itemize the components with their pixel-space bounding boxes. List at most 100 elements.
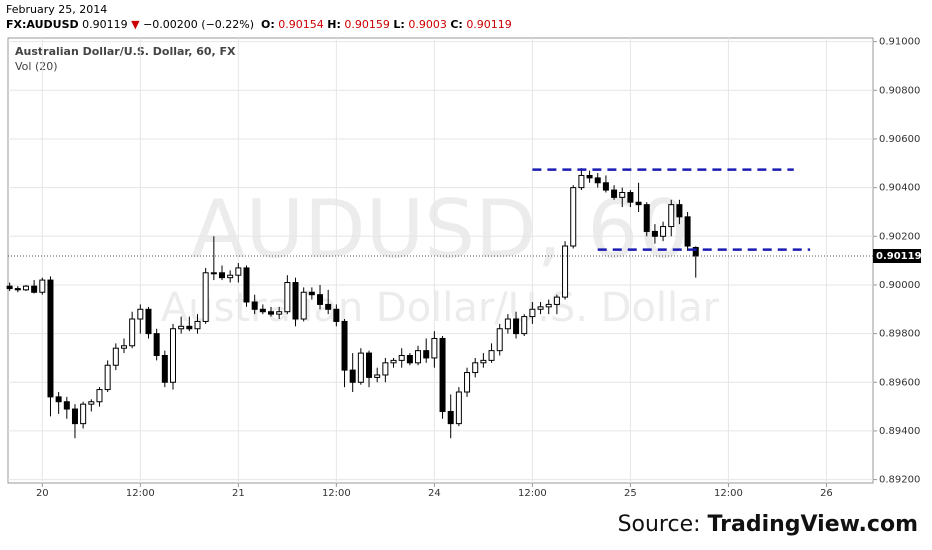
candle-body [374, 374, 381, 378]
candle-body [31, 285, 38, 293]
candle-body [276, 311, 283, 315]
candle-body [480, 359, 487, 364]
candle-body [178, 325, 185, 330]
candle-body [96, 389, 103, 403]
candle-body [333, 308, 340, 322]
x-tick-label: 24 [428, 488, 441, 499]
quote-line: FX:AUDUSD 0.90119 ▼ −0.00200 (−0.22%) O:… [6, 17, 512, 32]
h-value: 0.90159 [344, 18, 390, 31]
candle-body [594, 177, 601, 184]
candle-body [455, 391, 462, 425]
candle-body [562, 245, 569, 298]
candle-body [317, 294, 324, 305]
candle-body [104, 364, 111, 391]
candle-body [55, 396, 62, 403]
x-tick-label: 12:00 [322, 488, 351, 499]
candle-body [39, 279, 46, 293]
candle-body [390, 359, 397, 364]
candle-body [651, 230, 658, 237]
candle-body [406, 355, 413, 364]
candle-body [611, 189, 618, 198]
candle-body [431, 337, 438, 359]
candle-body [300, 291, 307, 320]
candle-body [545, 303, 552, 308]
y-tick-label: 0.90400 [879, 183, 920, 194]
last-price: 0.90119 [82, 18, 128, 31]
source-prefix: Source: [617, 512, 701, 537]
candle-body [292, 282, 299, 320]
y-tick-label: 0.90000 [879, 280, 920, 291]
y-tick-label: 0.89800 [879, 329, 920, 340]
x-tick-label: 12:00 [518, 488, 547, 499]
candle-body [22, 285, 29, 291]
source: Source: TradingView.com [618, 512, 918, 537]
candle-body [349, 369, 356, 383]
candle-body [496, 328, 503, 352]
candle-body [602, 182, 609, 191]
candle-body [308, 291, 315, 296]
candle-body [488, 350, 495, 361]
h-label: H: [327, 18, 341, 31]
candle-body [120, 345, 127, 349]
chart-subtitle: Vol (20) [15, 60, 58, 73]
c-label: C: [450, 18, 463, 31]
candle-body [398, 355, 405, 361]
x-tick-label: 26 [820, 488, 833, 499]
x-tick-label: 20 [36, 488, 49, 499]
candle-body [6, 285, 13, 290]
candle-body [341, 320, 348, 371]
candle-body [635, 201, 642, 206]
candle-body [137, 308, 144, 320]
watermark: AUDUSD, 60 [191, 183, 689, 276]
candle-body [521, 316, 528, 335]
candle-body [464, 372, 471, 393]
y-tick-label: 0.90800 [879, 85, 920, 96]
candle-body [668, 204, 675, 228]
l-value: 0.9003 [408, 18, 447, 31]
candle-body [382, 362, 389, 376]
candle-body [80, 403, 87, 425]
candle-body [112, 347, 119, 366]
y-tick-label: 0.89400 [879, 426, 920, 437]
last-price-label: 0.90119 [876, 251, 922, 262]
candle-body [684, 216, 691, 247]
header: February 25, 2014 FX:AUDUSD 0.90119 ▼ −0… [6, 2, 512, 32]
candle-body [529, 308, 536, 318]
last-price-box [873, 248, 921, 263]
candle-body [186, 325, 193, 330]
arrow: ▼ [131, 18, 140, 31]
candle-body [169, 328, 176, 383]
candle-body [643, 204, 650, 232]
candle-body [161, 355, 168, 383]
candle-body [268, 311, 275, 315]
candle-body [129, 318, 136, 347]
candle-body [660, 226, 667, 237]
candle-body [439, 337, 446, 412]
candle-body [423, 350, 430, 359]
candle-body [88, 401, 95, 405]
candle-body [537, 306, 544, 310]
candle-body [194, 320, 201, 330]
candle-body [504, 318, 511, 330]
x-tick-label: 12:00 [126, 488, 155, 499]
candle-body [71, 408, 78, 425]
candle-body [357, 352, 364, 383]
candle-body [366, 352, 373, 378]
candle-body [235, 267, 242, 276]
candle-body [578, 174, 585, 189]
candle-body [513, 318, 520, 335]
o-label: O: [261, 18, 275, 31]
candle-body [153, 333, 160, 357]
candle-body [415, 350, 422, 364]
candle-body [325, 303, 332, 310]
l-label: L: [393, 18, 405, 31]
y-tick-label: 0.90200 [879, 231, 920, 242]
candle-body [210, 272, 217, 275]
y-tick-label: 0.89200 [879, 475, 920, 486]
candle-body [627, 191, 634, 203]
candle-body [586, 174, 593, 179]
candle-body [284, 282, 291, 313]
chart-title: Australian Dollar/U.S. Dollar, 60, FX [15, 45, 236, 58]
x-tick-label: 21 [232, 488, 245, 499]
